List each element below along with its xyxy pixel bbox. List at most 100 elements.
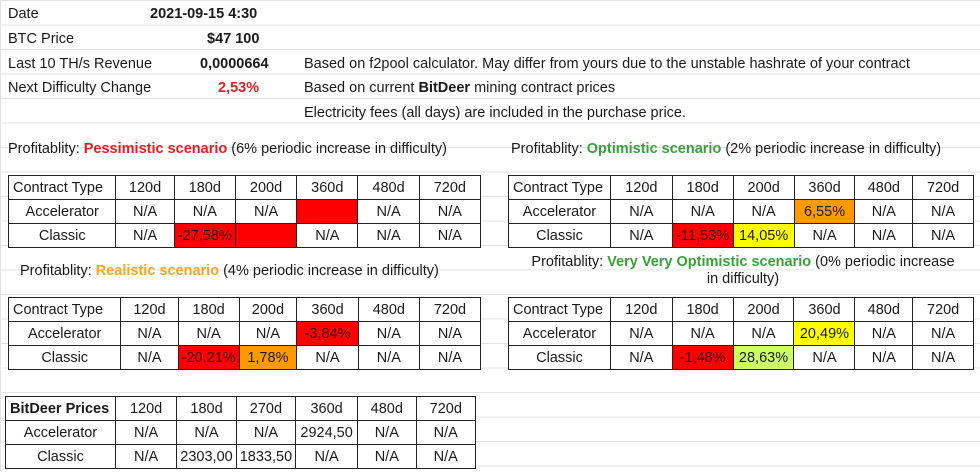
header-cell[interactable]: 120d [120,297,179,322]
table-cell[interactable]: N/A [609,345,673,370]
table-cell[interactable]: N/A [120,321,179,346]
header-cell[interactable]: 200d [238,297,298,322]
table-cell[interactable]: N/A [671,199,734,224]
table-cell-positive[interactable]: 1,78% [238,345,298,370]
table-cell-negative[interactable] [296,199,359,224]
table-cell[interactable]: N/A [912,223,974,248]
header-cell[interactable]: 120d [609,297,673,322]
table-cell[interactable]: N/A [854,345,914,370]
header-cell[interactable]: 720d [418,297,482,322]
header-cell[interactable]: 360d [793,175,856,200]
table-cell[interactable]: 2303,00 [176,444,237,469]
table-cell[interactable]: N/A [418,223,482,248]
header-cell[interactable]: Contract Type [7,175,117,200]
header-cell[interactable]: 360d [296,297,359,322]
table-cell[interactable]: N/A [295,444,359,469]
header-cell[interactable]: 360d [296,175,359,200]
table-cell[interactable]: N/A [415,420,477,445]
header-cell[interactable]: 270d [235,396,297,421]
header-cell[interactable]: 120d [115,175,175,200]
table-cell[interactable]: N/A [609,321,673,346]
table-cell[interactable]: N/A [173,199,236,224]
header-cell[interactable]: Contract Type [7,297,122,322]
header-cell[interactable]: 480d [854,175,914,200]
table-cell[interactable]: N/A [238,321,298,346]
header-cell[interactable]: 480d [357,297,420,322]
table-cell-negative[interactable] [234,223,298,248]
table-cell[interactable]: N/A [115,223,175,248]
header-cell[interactable]: Contract Type [508,175,611,200]
table-cell-negative[interactable]: -1,48% [671,345,734,370]
table-cell[interactable]: N/A [793,345,856,370]
table-cell[interactable]: N/A [793,223,856,248]
table-cell[interactable]: N/A [357,420,417,445]
table-cell[interactable]: N/A [296,345,359,370]
table-cell[interactable]: N/A [732,321,795,346]
row-label[interactable]: Accelerator [508,321,611,346]
header-cell[interactable]: BitDeer Prices [5,396,116,421]
table-cell[interactable]: N/A [732,199,795,224]
row-label[interactable]: Classic [7,345,122,370]
row-label[interactable]: Accelerator [7,321,122,346]
table-cell-negative[interactable]: -27,58% [173,223,236,248]
row-label[interactable]: Classic [7,223,117,248]
table-cell[interactable]: N/A [912,345,974,370]
table-cell[interactable]: N/A [296,223,359,248]
header-cell[interactable]: 180d [671,297,734,322]
table-cell[interactable]: N/A [235,420,297,445]
table-cell[interactable]: N/A [357,345,420,370]
row-label[interactable]: Classic [508,223,611,248]
table-cell[interactable]: N/A [418,321,482,346]
header-cell[interactable]: 720d [912,297,974,322]
header-cell[interactable]: 720d [418,175,482,200]
table-cell[interactable]: N/A [912,199,974,224]
table-cell[interactable]: N/A [120,345,179,370]
header-cell[interactable]: 180d [177,297,240,322]
table-cell[interactable]: N/A [671,321,734,346]
table-cell[interactable]: N/A [114,420,178,445]
table-cell[interactable]: N/A [357,223,420,248]
table-cell-negative[interactable]: -20,21% [177,345,240,370]
table-cell[interactable]: N/A [115,199,175,224]
table-cell[interactable]: N/A [357,321,420,346]
header-cell[interactable]: 360d [793,297,856,322]
table-cell[interactable]: N/A [854,321,914,346]
header-cell[interactable]: 480d [357,175,420,200]
header-cell[interactable]: 720d [415,396,477,421]
header-cell[interactable]: 180d [173,175,236,200]
table-cell[interactable]: N/A [854,223,914,248]
header-cell[interactable]: 180d [176,396,237,421]
table-cell-negative[interactable]: -3,84% [296,321,359,346]
row-label[interactable]: Accelerator [7,199,117,224]
table-cell[interactable]: 1833,50 [235,444,297,469]
header-cell[interactable]: 120d [609,175,673,200]
table-cell[interactable]: N/A [609,199,673,224]
row-label[interactable]: Classic [5,444,116,469]
header-cell[interactable]: 180d [671,175,734,200]
header-cell[interactable]: 200d [732,297,795,322]
table-cell[interactable]: N/A [418,199,482,224]
table-cell-positive[interactable]: 6,55% [793,199,856,224]
row-label[interactable]: Accelerator [508,199,611,224]
header-cell[interactable]: 120d [114,396,178,421]
row-label[interactable]: Classic [508,345,611,370]
header-cell[interactable]: 480d [854,297,914,322]
row-label[interactable]: Accelerator [5,420,116,445]
header-cell[interactable]: 480d [357,396,417,421]
header-cell[interactable]: 360d [295,396,359,421]
table-cell-positive[interactable]: 14,05% [732,223,795,248]
header-cell[interactable]: Contract Type [508,297,611,322]
table-cell-positive[interactable]: 20,49% [793,321,856,346]
table-cell[interactable]: N/A [357,444,417,469]
table-cell[interactable]: 2924,50 [295,420,359,445]
table-cell[interactable]: N/A [415,444,477,469]
table-cell-positive[interactable]: 28,63% [732,345,795,370]
table-cell[interactable]: N/A [912,321,974,346]
table-cell[interactable]: N/A [176,420,237,445]
table-cell[interactable]: N/A [357,199,420,224]
header-cell[interactable]: 200d [234,175,298,200]
table-cell-negative[interactable]: -11,53% [671,223,734,248]
table-cell[interactable]: N/A [177,321,240,346]
table-cell[interactable]: N/A [854,199,914,224]
header-cell[interactable]: 200d [732,175,795,200]
